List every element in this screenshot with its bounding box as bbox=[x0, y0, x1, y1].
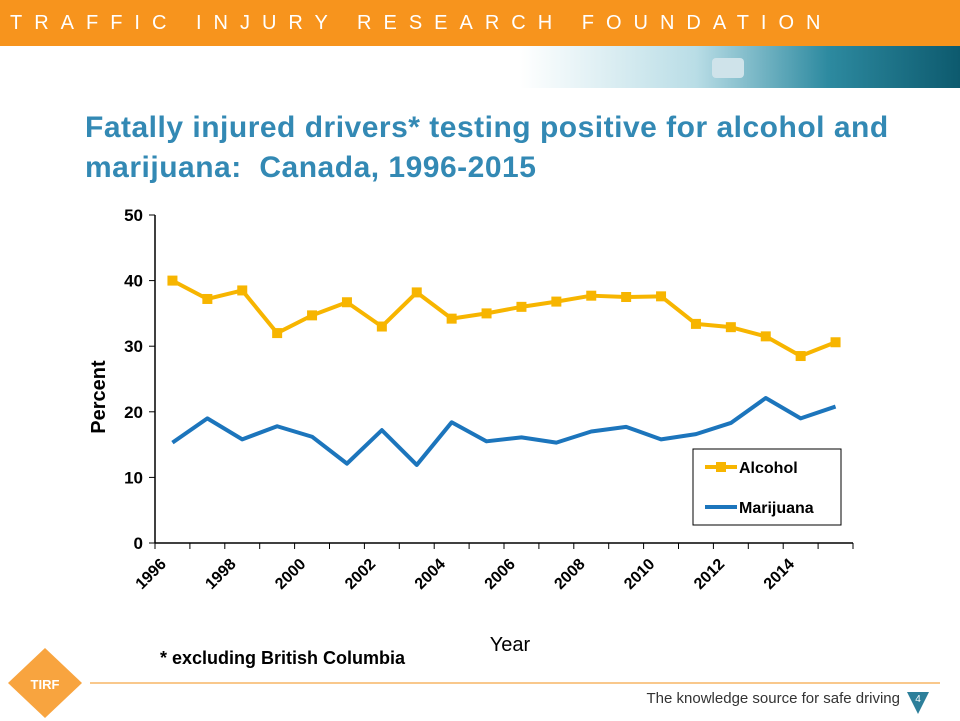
point-marker bbox=[795, 351, 806, 362]
series-line bbox=[171, 278, 837, 359]
point-marker bbox=[202, 293, 213, 304]
y-tick-label: 40 bbox=[124, 272, 143, 291]
slide-title: Fatally injured drivers* testing positiv… bbox=[85, 111, 898, 184]
header-bar: TRAFFIC INJURY RESEARCH FOUNDATION bbox=[0, 0, 960, 46]
y-tick-label: 10 bbox=[124, 468, 143, 487]
point-marker bbox=[760, 331, 771, 342]
organization: TRAFFIC INJURY RESEARCH FOUNDATION bbox=[10, 12, 833, 34]
legend-label: Marijuana bbox=[739, 500, 814, 517]
legend-marker bbox=[716, 462, 726, 472]
x-tick-label: 2002 bbox=[342, 556, 379, 593]
x-tick-label: 2004 bbox=[412, 556, 449, 593]
point-marker bbox=[586, 290, 597, 301]
car-icon bbox=[712, 58, 744, 78]
point-marker bbox=[481, 308, 492, 319]
point-marker bbox=[272, 328, 283, 339]
point-marker bbox=[516, 301, 527, 312]
point-marker bbox=[341, 297, 352, 308]
y-tick-label: 50 bbox=[124, 206, 143, 225]
y-tick-label: 0 bbox=[134, 534, 143, 553]
page-badge bbox=[907, 692, 929, 714]
point-marker bbox=[376, 321, 387, 332]
logo-shape bbox=[8, 648, 82, 718]
point-marker bbox=[237, 285, 248, 296]
tagline: The knowledge source for safe driving bbox=[647, 690, 900, 707]
legend-label: Alcohol bbox=[739, 460, 798, 477]
x-tick-label: 1996 bbox=[133, 556, 170, 593]
point-marker bbox=[411, 287, 422, 298]
x-axis-label: Year bbox=[490, 634, 531, 656]
point-marker bbox=[725, 322, 736, 333]
x-tick-label: 1998 bbox=[202, 556, 239, 593]
point-marker bbox=[690, 318, 701, 329]
point-marker bbox=[446, 313, 457, 324]
x-tick-label: 2008 bbox=[551, 556, 588, 593]
x-tick-label: 2014 bbox=[761, 556, 798, 593]
point-marker bbox=[830, 337, 841, 348]
point-marker bbox=[307, 310, 318, 321]
y-tick-label: 30 bbox=[124, 337, 143, 356]
x-tick-label: 2010 bbox=[621, 556, 658, 593]
series-line bbox=[171, 396, 837, 467]
legend-box bbox=[692, 448, 842, 526]
logo-text: TIRF bbox=[31, 677, 60, 692]
point-marker bbox=[551, 296, 562, 307]
point-marker bbox=[656, 291, 667, 302]
page-number: 4 bbox=[915, 694, 921, 705]
footnote: * excluding British Columbia bbox=[160, 648, 406, 668]
point-marker bbox=[167, 275, 178, 286]
y-tick-label: 20 bbox=[124, 403, 143, 422]
x-tick-label: 2006 bbox=[482, 556, 519, 593]
x-tick-label: 2012 bbox=[691, 556, 728, 593]
y-axis-label: Percent bbox=[88, 360, 110, 434]
point-marker bbox=[621, 292, 632, 302]
x-tick-label: 2000 bbox=[272, 556, 309, 593]
